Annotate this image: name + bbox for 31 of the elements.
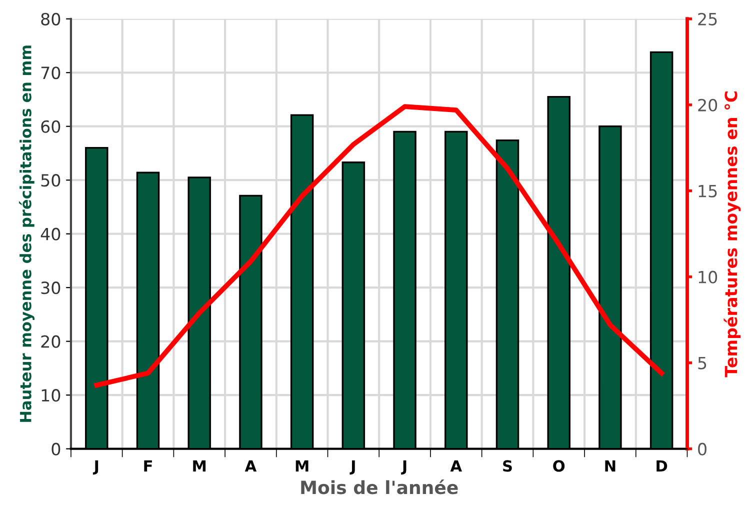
y-tick-label: 50 [41,174,60,187]
x-tick-label: S [503,460,512,472]
x-tick-label: D [656,460,668,472]
y-tick-label: 80 [41,12,60,26]
x-tick-label: F [144,460,152,472]
x-tick-label: A [244,460,257,472]
x-tick-label: O [553,460,565,472]
x-axis-title: Mois de l'année [301,480,458,494]
y-tick-label: 70 [41,66,60,80]
x-tick-label: N [605,460,616,472]
y-tick-label: 20 [41,335,60,348]
y2-tick-label: 10 [698,270,718,284]
x-tick-label: A [450,460,462,472]
y2-tick-label: 15 [698,185,717,198]
x-tick-label: J [92,460,98,475]
y-axis-title: Hauteur moyenne des précipitations en mm [18,46,34,422]
line-series [94,104,664,388]
y2-tick-label: 25 [698,12,717,26]
x-tick-label: J [401,460,406,475]
x-tick-label: M [296,460,308,472]
x-tick-label: M [193,460,206,472]
y-tick-label: 30 [41,282,60,294]
y2-axis-title: Températures moyennes en °C [724,91,741,378]
y-tick-label: 0 [52,442,60,456]
y-tick-label: 10 [42,389,60,402]
y2-tick-label: 20 [698,98,718,112]
y-tick-label: 60 [41,120,60,133]
x-tick-label: J [350,460,355,475]
y-tick-label: 40 [40,228,60,240]
y2-tick-label: 5 [698,356,706,370]
y2-tick-label: 0 [698,442,706,456]
